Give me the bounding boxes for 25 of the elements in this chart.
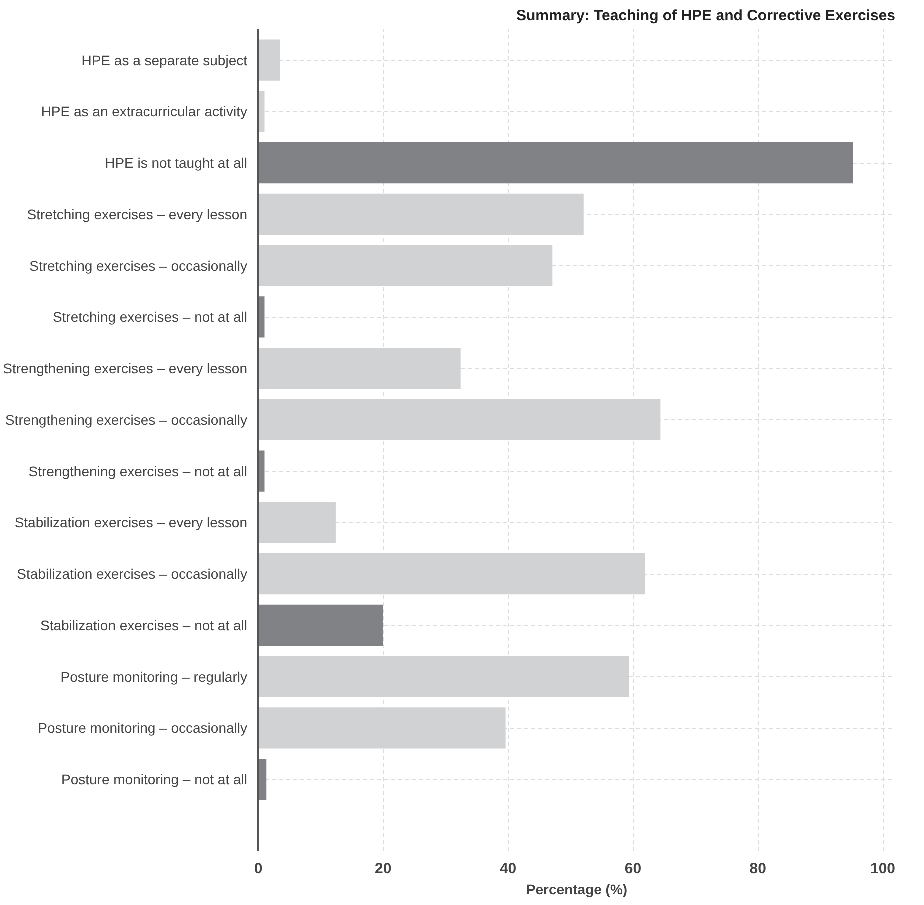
y-tick-label: Stretching exercises – every lesson — [27, 206, 248, 222]
x-tick-label: 40 — [500, 860, 517, 878]
bar — [258, 142, 854, 184]
y-tick-label: Stabilization exercises – not at all — [40, 617, 248, 634]
x-tick-label: 60 — [624, 860, 642, 878]
y-tick-label: Stabilization exercises – occasionally — [17, 566, 248, 582]
x-tick-label: 80 — [750, 860, 766, 878]
y-tick-label: Stabilization exercises – every lesson — [14, 514, 248, 531]
x-tick-label: 20 — [375, 860, 392, 878]
y-tick-label: Posture monitoring – regularly — [60, 668, 248, 685]
y-tick-label: Strengthening exercises – occasionally — [5, 412, 248, 428]
y-tick-label: HPE is not taught at all — [105, 155, 248, 172]
bar — [258, 604, 384, 646]
y-tick-label: HPE as an extracurricular activity — [41, 104, 248, 120]
y-tick-label: Strengthening exercises – every lesson — [3, 360, 248, 377]
y-tick-label: HPE as a separate subject — [82, 52, 248, 68]
y-tick-label: Stretching exercises – occasionally — [30, 258, 248, 274]
y-tick-label: Posture monitoring – not at all — [62, 772, 248, 788]
chart-title: Summary: Teaching of HPE and Corrective Exercises — [516, 8, 896, 24]
x-axis-title: Percentage (%) — [526, 882, 628, 898]
x-tick-label: 100 — [870, 860, 896, 878]
x-tick-label: 0 — [254, 860, 263, 878]
y-tick-label: Posture monitoring – occasionally — [38, 720, 248, 736]
y-tick-label: Strengthening exercises – not at all — [28, 463, 248, 480]
y-tick-label: Stretching exercises – not at all — [52, 309, 248, 326]
